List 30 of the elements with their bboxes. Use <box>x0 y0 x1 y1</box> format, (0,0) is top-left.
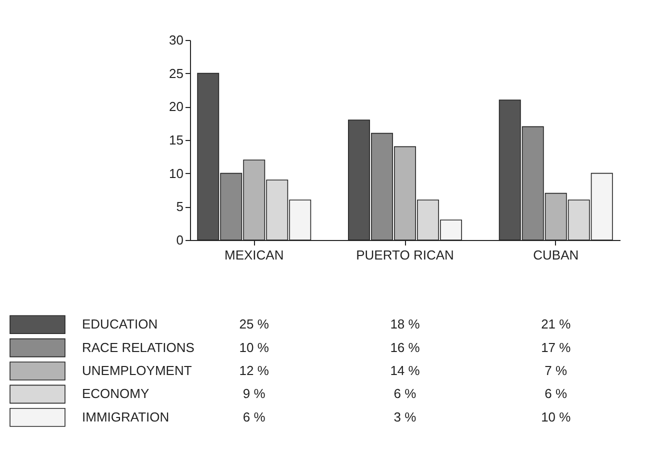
legend-label: EDUCATION <box>82 316 158 332</box>
y-tick-label: 0 <box>176 232 184 248</box>
y-tick-label: 30 <box>169 32 184 48</box>
y-tick-label: 15 <box>169 132 184 148</box>
data-label: 10 % <box>541 409 572 424</box>
data-label: 7 % <box>544 363 568 378</box>
data-label: 9 % <box>242 386 266 402</box>
data-label: 6 % <box>394 386 417 402</box>
legend-label: RACE RELATIONS <box>82 340 195 355</box>
data-label: 6 % <box>242 409 266 424</box>
data-label: 14 % <box>390 363 420 378</box>
data-label: 10 % <box>239 340 270 355</box>
x-tick-label: CUBAN <box>533 248 579 262</box>
data-label: 3 % <box>394 409 417 424</box>
y-tick-label: 5 <box>176 199 184 214</box>
x-tick-label: PUERTO RICAN <box>356 248 454 262</box>
data-label: 16 % <box>390 340 420 355</box>
data-label: 12 % <box>239 363 270 378</box>
data-label: 17 % <box>541 340 572 355</box>
y-tick-label: 25 <box>169 66 184 81</box>
x-tick-label: MEXICAN <box>224 248 284 262</box>
y-tick-label: 10 <box>169 166 184 181</box>
data-label: 6 % <box>544 386 568 402</box>
legend-label: UNEMPLOYMENT <box>82 363 192 378</box>
data-label: 21 % <box>541 316 572 332</box>
data-label: 25 % <box>239 316 270 332</box>
y-tick-label: 20 <box>169 99 184 114</box>
legend-label: ECONOMY <box>82 386 150 402</box>
legend-label: IMMIGRATION <box>82 409 170 424</box>
data-label: 18 % <box>390 316 420 332</box>
